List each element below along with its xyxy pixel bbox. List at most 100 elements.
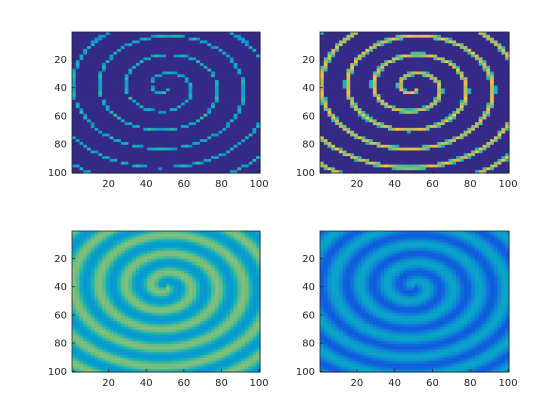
heatmap-cell [429, 110, 434, 115]
heatmap-cell [102, 74, 107, 78]
heatmap-cell [199, 77, 205, 81]
heatmap-cell [79, 170, 84, 174]
heatmap-cell [403, 60, 408, 64]
heatmap-cell [248, 60, 254, 64]
heatmap-cell [135, 164, 141, 168]
heatmap-cell [474, 127, 480, 132]
heatmap-cell [222, 91, 227, 95]
heatmap-cell [248, 54, 254, 58]
heatmap-cell [346, 46, 351, 50]
heatmap-cell [226, 116, 231, 121]
heatmap-cell [135, 141, 141, 146]
heatmap-cell [490, 167, 495, 171]
heatmap-cell [79, 40, 84, 44]
heatmap-cell [207, 37, 212, 42]
heatmap-cell [478, 63, 484, 67]
heatmap-cell [410, 63, 416, 67]
heatmap-cell [162, 51, 167, 56]
heatmap-cell [150, 96, 156, 101]
heatmap-cell [139, 164, 145, 168]
heatmap-cell [388, 79, 393, 84]
heatmap-cell [478, 40, 484, 44]
heatmap-cell [388, 85, 393, 89]
heatmap-cell [346, 125, 351, 129]
heatmap-cell [380, 164, 385, 168]
heatmap-cell [452, 51, 457, 56]
heatmap-cell [226, 141, 231, 146]
heatmap-cell [365, 147, 370, 152]
heatmap-cell [192, 32, 197, 36]
heatmap-cell [395, 88, 400, 92]
heatmap-cell [244, 144, 250, 149]
heatmap-cell [117, 139, 122, 143]
heatmap-cell [354, 94, 359, 98]
heatmap-cell [323, 108, 329, 112]
heatmap-cell [237, 77, 242, 81]
heatmap-cell [433, 153, 438, 157]
heatmap-cell [505, 32, 510, 36]
heatmap-cell [158, 133, 163, 137]
heatmap-cell [158, 32, 163, 36]
heatmap-cell [429, 108, 434, 112]
heatmap-cell [233, 94, 239, 98]
heatmap-cell [214, 167, 220, 171]
heatmap-cell [452, 48, 457, 53]
heatmap-cell [214, 37, 220, 42]
heatmap-cell [418, 133, 423, 137]
heatmap-cell [124, 85, 129, 89]
heatmap-cell [440, 141, 446, 146]
heatmap-cell [109, 51, 114, 56]
heatmap-cell [98, 96, 103, 101]
heatmap-cell [357, 130, 363, 135]
heatmap-cell [323, 46, 329, 50]
heatmap-cell [474, 153, 480, 157]
heatmap-cell [132, 74, 137, 78]
heatmap-cell [493, 60, 499, 64]
heatmap-cell [331, 88, 336, 92]
heatmap-cell [207, 63, 212, 67]
heatmap-cell [323, 156, 329, 160]
heatmap-cell [150, 164, 156, 168]
heatmap-cell [410, 164, 416, 168]
heatmap-cell [490, 116, 495, 121]
heatmap-cell [440, 133, 446, 137]
heatmap-cell [87, 139, 92, 143]
heatmap-cell [357, 37, 363, 42]
heatmap-cell [229, 60, 235, 64]
heatmap-cell [94, 82, 99, 87]
heatmap-cell [162, 113, 167, 118]
heatmap-cell [218, 85, 223, 89]
heatmap-cell [474, 63, 480, 67]
heatmap-cell [501, 48, 506, 53]
heatmap-cell [237, 127, 242, 132]
heatmap-cell [105, 158, 111, 163]
heatmap-cell [128, 79, 133, 84]
heatmap-cell [102, 133, 107, 137]
heatmap-cell [72, 122, 77, 126]
heatmap-cell [132, 48, 137, 53]
heatmap-cell [361, 82, 366, 87]
heatmap-cell [143, 150, 148, 154]
heatmap-cell [471, 46, 476, 50]
heatmap-cell [369, 34, 374, 39]
heatmap-cell [410, 37, 416, 42]
heatmap-cell [102, 170, 107, 174]
heatmap-cell [177, 116, 182, 121]
heatmap-cell [365, 43, 370, 47]
heatmap-cell [226, 136, 231, 140]
heatmap-cell [113, 136, 118, 140]
heatmap-cell [211, 57, 216, 61]
heatmap-cell [139, 43, 145, 47]
heatmap-cell [331, 46, 336, 50]
heatmap-cell [474, 88, 480, 92]
heatmap-cell [380, 65, 385, 70]
heatmap-cell [410, 43, 416, 47]
heatmap-cell [354, 113, 359, 118]
heatmap-cell [87, 136, 92, 140]
heatmap-cell [372, 130, 378, 135]
heatmap-cell [128, 158, 133, 163]
heatmap-cell [497, 108, 503, 112]
heatmap-cell [501, 130, 506, 135]
heatmap-cell [184, 43, 190, 47]
heatmap-cell [184, 82, 190, 87]
